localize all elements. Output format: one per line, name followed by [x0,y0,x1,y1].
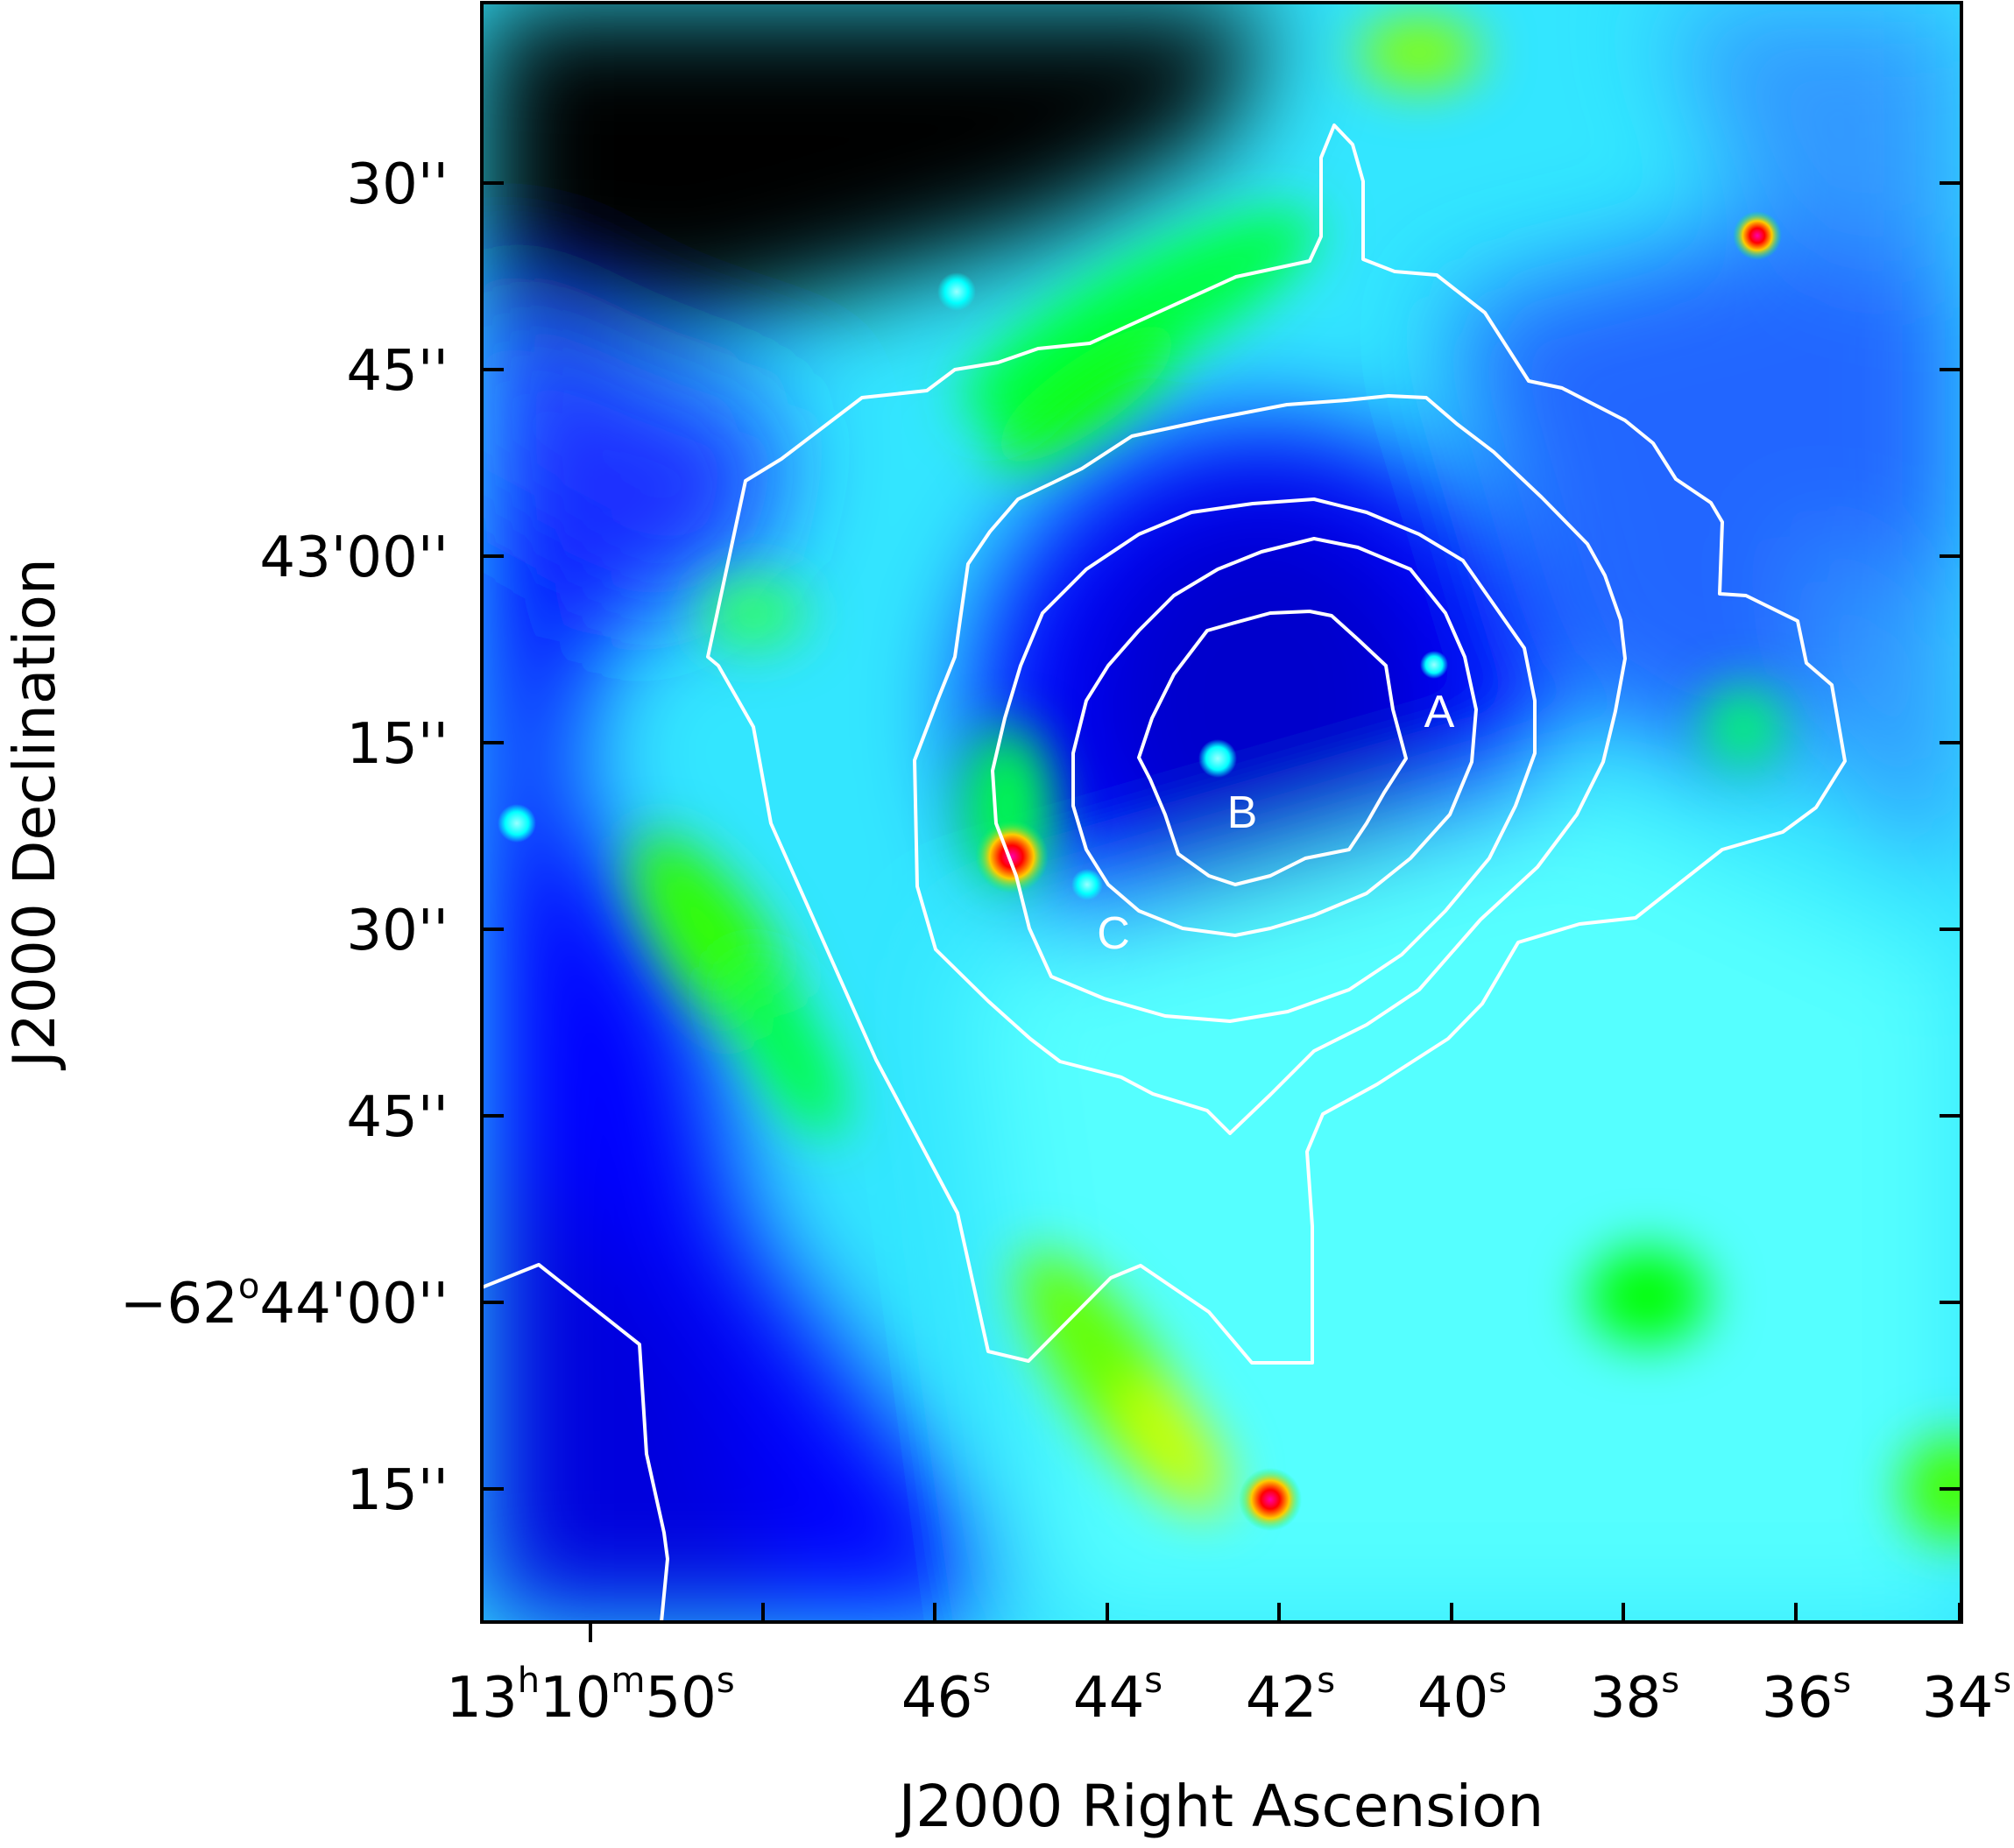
contour-level-3 [991,497,1537,1023]
x-tick-label: 38s [1590,1661,1679,1731]
contour-level-4 [1071,537,1478,937]
y-tick-label: 15'' [346,712,449,777]
x-axis-title: J2000 Right Ascension [895,1773,1544,1840]
source-label-c: C [1097,908,1130,959]
x-tick-label: 44s [1073,1661,1162,1731]
x-tick-label: 13h10m50s [446,1661,734,1731]
panel-frame [480,1,1963,1624]
source-label-b: B [1227,787,1258,838]
star-spot [1733,211,1782,260]
y-tick-label: 43'00'' [259,525,449,590]
tick-marks [482,181,1961,1642]
source-labels: A B C [1097,687,1454,959]
x-tick-label: 36s [1762,1661,1851,1731]
contour-level-5 [1137,610,1408,886]
contours [482,123,1847,1622]
y-axis-title: J2000 Declination [1,558,68,1071]
x-tick-label: 40s [1417,1661,1507,1731]
faint-spot [498,804,536,843]
intensity-map [482,3,1961,1622]
x-tick-label: 42s [1246,1661,1335,1731]
faint-spot [1420,651,1448,679]
y-tick-label: −62o44'00'' [120,1266,449,1337]
x-tick-label: 46s [901,1661,991,1731]
contour-level-2 [913,394,1627,1135]
y-tick-label: 30'' [346,152,449,217]
x-tick-labels: 13h10m50s 46s 44s 42s 40s 38s 36s 34s [446,1661,2011,1731]
faint-spot [1198,739,1237,778]
source-label-a: A [1424,687,1455,737]
faint-spot [1071,869,1103,900]
y-tick-labels: 30'' 45'' 43'00'' 15'' 30'' 45'' −62o44'… [120,152,449,1523]
y-tick-label: 45'' [346,339,449,404]
star-spot [975,820,1049,893]
star-spot [1239,1468,1302,1531]
contour-edge [482,1263,669,1622]
contour-level-1 [706,123,1847,1365]
y-tick-label: 15'' [346,1458,449,1523]
faint-spot [937,272,976,311]
x-tick-label: 34s [1922,1661,2011,1731]
y-tick-label: 45'' [346,1085,449,1150]
y-tick-label: 30'' [346,899,449,963]
